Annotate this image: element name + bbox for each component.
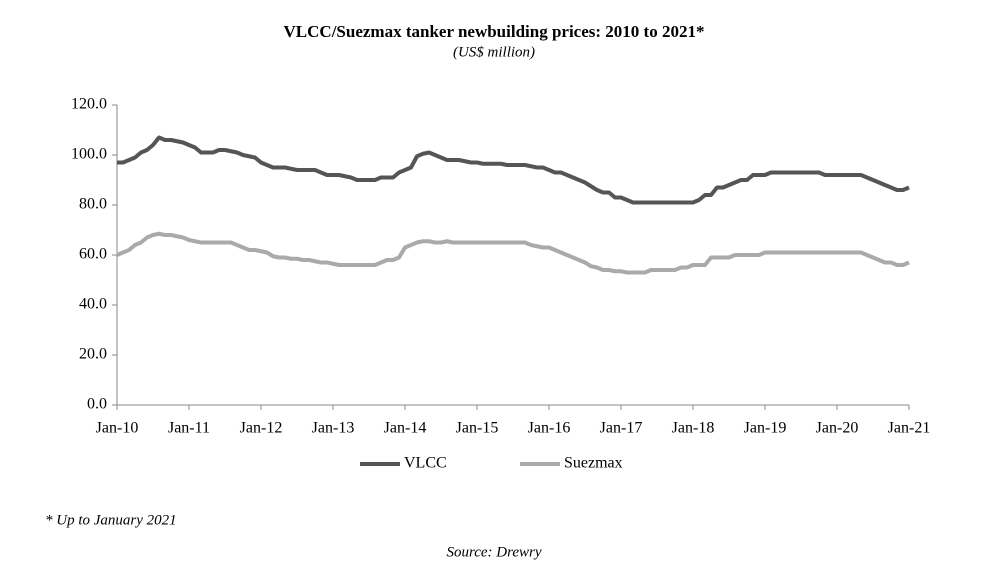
y-tick-label: 80.0 — [79, 196, 107, 213]
line-series — [117, 135, 910, 205]
x-tick-label: Jan-14 — [384, 420, 427, 437]
x-tick-label: Jan-11 — [168, 420, 210, 437]
y-tick-label: 60.0 — [79, 246, 107, 263]
x-tick-label: Jan-15 — [456, 420, 499, 437]
line-series — [116, 231, 910, 275]
footnote: * Up to January 2021 — [45, 512, 177, 528]
y-tick-label: 120.0 — [71, 96, 107, 113]
x-tick-label: Jan-17 — [600, 420, 643, 437]
y-tick-label: 100.0 — [71, 146, 107, 163]
x-tick-label: Jan-16 — [528, 420, 571, 437]
x-tick-label: Jan-13 — [312, 420, 355, 437]
source: Source: Drewry — [446, 544, 541, 560]
chart-title: VLCC/Suezmax tanker newbuilding prices: … — [284, 22, 705, 41]
y-tick-label: 0.0 — [87, 396, 107, 413]
x-tick-label: Jan-19 — [744, 420, 787, 437]
x-tick-label: Jan-18 — [672, 420, 715, 437]
x-tick-label: Jan-12 — [240, 420, 283, 437]
legend-label: Suezmax — [564, 455, 623, 472]
legend-label: VLCC — [404, 455, 447, 472]
x-tick-label: Jan-20 — [816, 420, 859, 437]
chart-subtitle: (US$ million) — [453, 44, 535, 60]
x-tick-label: Jan-10 — [96, 420, 139, 437]
y-tick-label: 20.0 — [79, 346, 107, 363]
y-tick-label: 40.0 — [79, 296, 107, 313]
x-tick-label: Jan-21 — [888, 420, 931, 437]
